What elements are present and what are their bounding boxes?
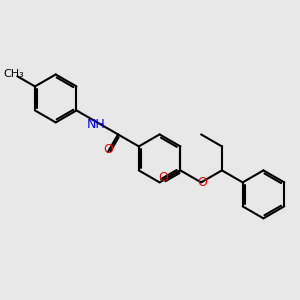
Text: CH₃: CH₃ bbox=[4, 69, 25, 80]
Text: O: O bbox=[197, 176, 207, 189]
Text: O: O bbox=[158, 171, 168, 184]
Text: NH: NH bbox=[87, 118, 105, 131]
Text: O: O bbox=[103, 143, 113, 156]
